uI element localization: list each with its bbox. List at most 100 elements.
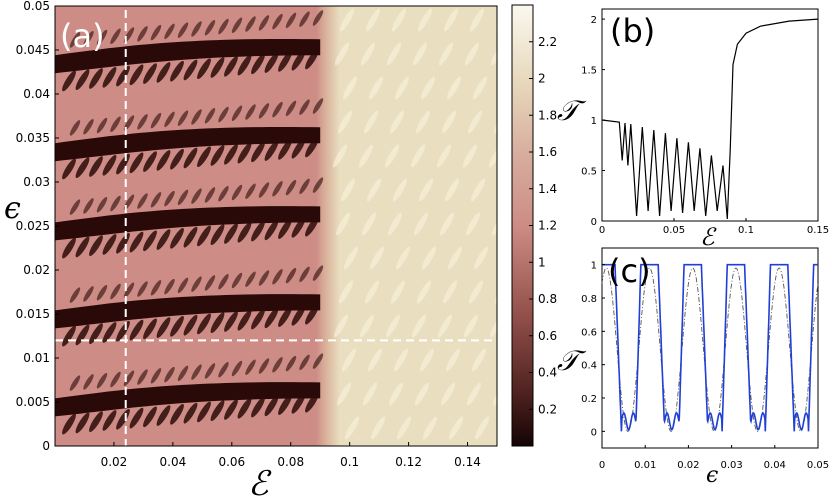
heatmap-spot	[102, 322, 117, 343]
heatmap-streak	[491, 42, 497, 66]
panel-c-line-chart: 0 0.01 0.02 0.03 0.04 0.05 0 0.2 0.4 0.6 0.8 1 (c)…	[557, 247, 829, 488]
panel-b-series-transmission	[601, 18, 819, 220]
heatmap-spot	[96, 196, 108, 213]
heatmap-streak	[371, 416, 385, 440]
heatmap-spot	[75, 236, 90, 258]
heatmap-spot	[110, 116, 121, 133]
heatmap-spot	[245, 104, 256, 120]
heatmap-spot	[150, 24, 162, 41]
panel-a-y-tick-label: 0.03	[23, 175, 50, 189]
heatmap-streak	[412, 314, 426, 338]
heatmap-spot	[177, 277, 189, 294]
heatmap-spot	[123, 115, 135, 131]
heatmap-spot	[237, 142, 252, 164]
panel-c-y-tick-label: 0.8	[581, 294, 597, 305]
heatmap-streak	[345, 416, 359, 440]
heatmap-streak	[467, 382, 481, 406]
panel-c-x-ticks: 0 0.01 0.02 0.03 0.04 0.05	[599, 445, 829, 471]
panel-c-y-tick-label: 1	[591, 261, 597, 272]
panel-b-line-chart: 0 0.05 0.1 0.15 0 0.5 1 1.5 2 (b) ℰ 𝒯	[557, 8, 829, 251]
heatmap-spot	[291, 305, 306, 326]
heatmap-spot	[102, 410, 117, 431]
panel-a-x-tick-label: 0.02	[101, 455, 128, 469]
panel-c-x-tick-label: 0.04	[764, 460, 786, 471]
heatmap-spot	[89, 68, 103, 89]
panel-c-y-tick-label: 0	[591, 427, 597, 438]
heatmap-spot	[164, 366, 175, 383]
heatmap-spot	[123, 282, 135, 298]
panel-a-heatmap: 0.02 0.04 0.06 0.08 0.1 0.12 0.14 0 0.005 0.01 0.…	[4, 0, 514, 499]
heatmap-streak	[449, 416, 463, 440]
panel-a-x-tick-label: 0.12	[395, 455, 422, 469]
heatmap-spot	[170, 228, 184, 249]
heatmap-spot	[191, 21, 202, 37]
panel-a-x-tick-label: 0.06	[218, 455, 245, 469]
panel-a-x-tick-label: 0.14	[454, 455, 481, 469]
colorbar-tick-label: 1.2	[538, 219, 557, 233]
heatmap-streak	[439, 42, 453, 66]
heatmap-spot	[312, 265, 324, 281]
colorbar-tick-label: 1.6	[538, 145, 557, 159]
panel-c-y-tick-label: 0.2	[581, 394, 597, 405]
heatmap-spot	[75, 69, 90, 91]
heatmap-spot	[312, 353, 324, 369]
heatmap-spot	[278, 218, 292, 239]
panel-b-y-tick-label: 1	[591, 116, 597, 127]
heatmap-streak	[362, 212, 376, 236]
heatmap-streak	[342, 348, 356, 372]
heatmap-streak	[475, 416, 489, 440]
heatmap-spot	[305, 48, 319, 70]
heatmap-spot	[224, 143, 238, 165]
heatmap-spot	[83, 118, 94, 135]
heatmap-spot	[150, 368, 162, 384]
heatmap-streak	[387, 42, 401, 66]
heatmap-streak	[423, 416, 437, 440]
heatmap-spot	[245, 183, 256, 199]
heatmap-spot	[278, 51, 292, 72]
panel-b-y-tick-label: 0.5	[581, 167, 597, 178]
heatmap-spot	[129, 231, 144, 253]
panel-c-series-numerical	[602, 263, 818, 432]
panel-b-ylabel: 𝒯	[557, 94, 587, 127]
heatmap-spot	[69, 199, 81, 215]
panel-b-xlabel: ℰ	[700, 223, 717, 251]
heatmap-spot	[197, 313, 211, 335]
heatmap-spot	[245, 16, 256, 32]
heatmap-spot	[291, 49, 306, 71]
heatmap-spot	[96, 372, 108, 389]
heatmap-spot	[170, 148, 184, 170]
panel-c-y-ticks: 0 0.2 0.4 0.6 0.8 1	[581, 261, 605, 438]
heatmap-streak	[341, 178, 355, 202]
panel-a-y-tick-label: 0.01	[23, 351, 50, 365]
heatmap-spot	[272, 269, 283, 285]
panel-c-series-approximation	[601, 267, 819, 432]
heatmap-streak	[393, 178, 407, 202]
heatmap-spot	[164, 190, 175, 207]
heatmap-streak	[338, 110, 352, 134]
colorbar-tick-label: 0.8	[538, 292, 557, 306]
heatmap-spot	[291, 137, 306, 159]
heatmap-spot	[305, 303, 319, 325]
heatmap-spot	[245, 359, 256, 375]
heatmap-streak	[496, 347, 514, 373]
panel-c-x-tick-label: 0	[599, 460, 605, 471]
heatmap-spot	[150, 280, 162, 296]
heatmap-spot	[291, 217, 306, 238]
heatmap-streak	[389, 382, 403, 406]
heatmap-spot	[224, 399, 238, 420]
heatmap-spot	[170, 316, 184, 337]
heatmap-streak	[366, 8, 380, 32]
heatmap-spot	[89, 235, 103, 257]
heatmap-streak	[334, 314, 348, 338]
heatmap-spot	[102, 66, 117, 88]
heatmap-streak	[367, 178, 381, 202]
heatmap-spot	[231, 184, 243, 201]
heatmap-streak	[333, 144, 347, 168]
heatmap-streak	[370, 246, 384, 270]
panel-b-y-tick-label: 1.5	[581, 66, 597, 77]
heatmap-streak	[339, 280, 353, 304]
heatmap-streak	[442, 110, 456, 134]
heatmap-streak	[369, 76, 383, 100]
panel-b-y-tick-label: 2	[591, 15, 597, 26]
